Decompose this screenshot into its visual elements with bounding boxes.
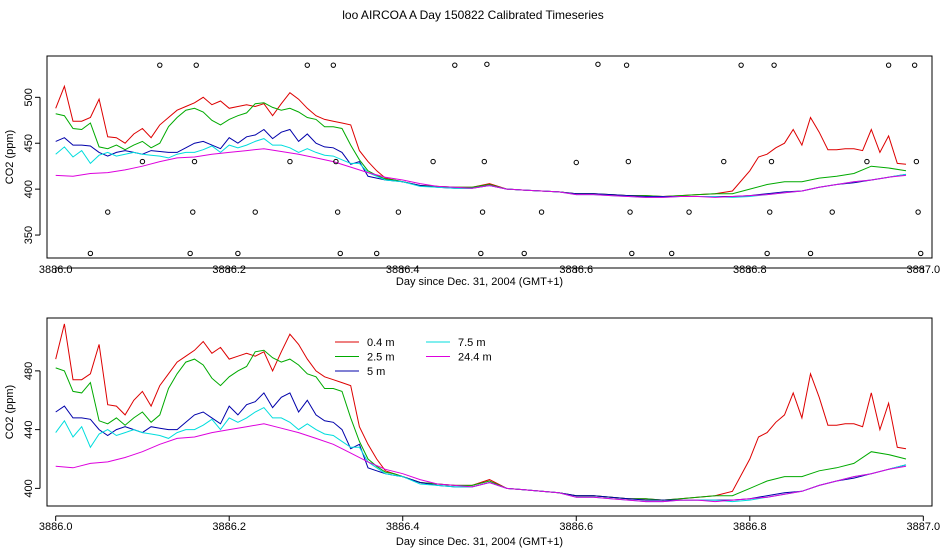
x-tick-label: 3886.8: [733, 521, 767, 533]
data-marker: [374, 250, 380, 257]
y-tick-label: 450: [23, 134, 35, 152]
y-tick-label: 350: [23, 226, 35, 244]
data-marker: [395, 209, 402, 215]
data-marker: [479, 209, 486, 215]
y-axis-label: CO2 (ppm): [4, 385, 16, 439]
data-marker: [764, 250, 770, 257]
x-tick-label: 3886.2: [212, 264, 246, 276]
legend-label: 5 m: [367, 366, 385, 378]
y-tick-label: 400: [23, 479, 35, 497]
data-marker: [629, 250, 635, 257]
data-marker: [913, 158, 920, 165]
data-marker: [686, 209, 692, 215]
data-marker: [191, 158, 198, 165]
data-marker: [430, 158, 436, 165]
data-marker: [105, 209, 111, 215]
x-tick-label: 3886.0: [39, 521, 73, 533]
y-tick-label: 400: [23, 180, 35, 198]
data-marker: [481, 158, 487, 165]
data-marker: [768, 158, 775, 165]
legend-label: 2.5 m: [367, 352, 395, 364]
data-marker: [595, 61, 601, 67]
series-line-2: [55, 102, 907, 198]
data-marker: [334, 209, 341, 215]
data-marker: [767, 209, 773, 215]
legend-label: 24.4 m: [458, 352, 492, 364]
x-tick-label: 3886.6: [559, 264, 593, 276]
x-tick-label: 3886.4: [386, 521, 420, 533]
legend-label: 7.5 m: [458, 337, 486, 349]
x-tick-label: 3887.0: [906, 521, 940, 533]
data-marker: [738, 62, 744, 68]
y-tick-label: 440: [23, 420, 35, 438]
data-marker: [864, 158, 870, 165]
plot-frame: [46, 55, 933, 259]
data-marker: [337, 250, 343, 257]
data-marker: [333, 158, 339, 165]
x-tick-label: 3886.2: [212, 521, 246, 533]
series-line-1: [55, 84, 907, 198]
data-marker: [304, 62, 310, 68]
data-marker: [911, 62, 918, 68]
data-marker: [771, 62, 777, 68]
data-marker: [829, 209, 835, 215]
x-tick-label: 3886.0: [39, 264, 73, 276]
data-marker: [190, 209, 196, 215]
data-marker: [885, 62, 892, 68]
legend: 0.4 m 2.5 m 5 m 7.5 m 24.4 m: [335, 337, 492, 378]
data-marker: [478, 250, 484, 257]
series-line-2-5-m: [55, 349, 907, 501]
series-line-4: [55, 138, 907, 198]
data-marker: [193, 62, 199, 68]
data-marker: [187, 250, 193, 257]
y-tick-label: 480: [23, 362, 35, 380]
data-marker: [623, 62, 630, 68]
data-marker: [538, 209, 545, 215]
x-tick-label: 3886.8: [733, 264, 767, 276]
series-line-5: [55, 148, 907, 198]
data-marker: [157, 62, 163, 68]
data-marker: [287, 158, 293, 165]
x-tick-label: 3887.0: [906, 264, 940, 276]
legend-label: 0.4 m: [367, 337, 395, 349]
data-marker: [807, 250, 814, 257]
data-marker: [625, 158, 632, 165]
x-axis-label: Day since Dec. 31, 2004 (GMT+1): [396, 276, 563, 288]
data-marker: [452, 62, 458, 68]
chart-panel-2: 3886.0 3886.2 3886.4 3886.6 3886.8 3887.0 Day …: [4, 317, 940, 548]
y-tick-label: 500: [23, 88, 35, 106]
data-marker: [669, 250, 675, 257]
data-marker: [918, 250, 924, 257]
chart-title: loo AIRCOA A Day 150822 Calibrated Times…: [342, 8, 603, 22]
data-marker: [330, 62, 337, 68]
series-line-7-5-m: [55, 406, 907, 503]
x-tick-label: 3886.6: [559, 521, 593, 533]
data-marker: [252, 209, 258, 215]
series-line-0-4-m: [55, 323, 907, 501]
y-axis-label: CO2 (ppm): [4, 130, 16, 184]
data-marker: [235, 250, 241, 257]
x-axis-label: Day since Dec. 31, 2004 (GMT+1): [396, 536, 563, 548]
series-line-24-4-m: [55, 423, 907, 503]
data-marker: [721, 158, 727, 165]
data-marker: [521, 250, 527, 257]
data-marker: [139, 158, 146, 165]
chart-panel-1: 3886.0 3886.2 3886.4 3886.6 3886.8 3887.0 Day …: [4, 55, 940, 288]
data-marker: [915, 209, 921, 215]
data-marker: [627, 209, 633, 215]
series-line-5-m: [55, 392, 907, 501]
plot-frame: [46, 317, 933, 507]
data-marker: [87, 250, 94, 257]
data-marker: [573, 159, 579, 166]
x-tick-label: 3886.4: [386, 264, 420, 276]
data-marker: [484, 61, 490, 67]
